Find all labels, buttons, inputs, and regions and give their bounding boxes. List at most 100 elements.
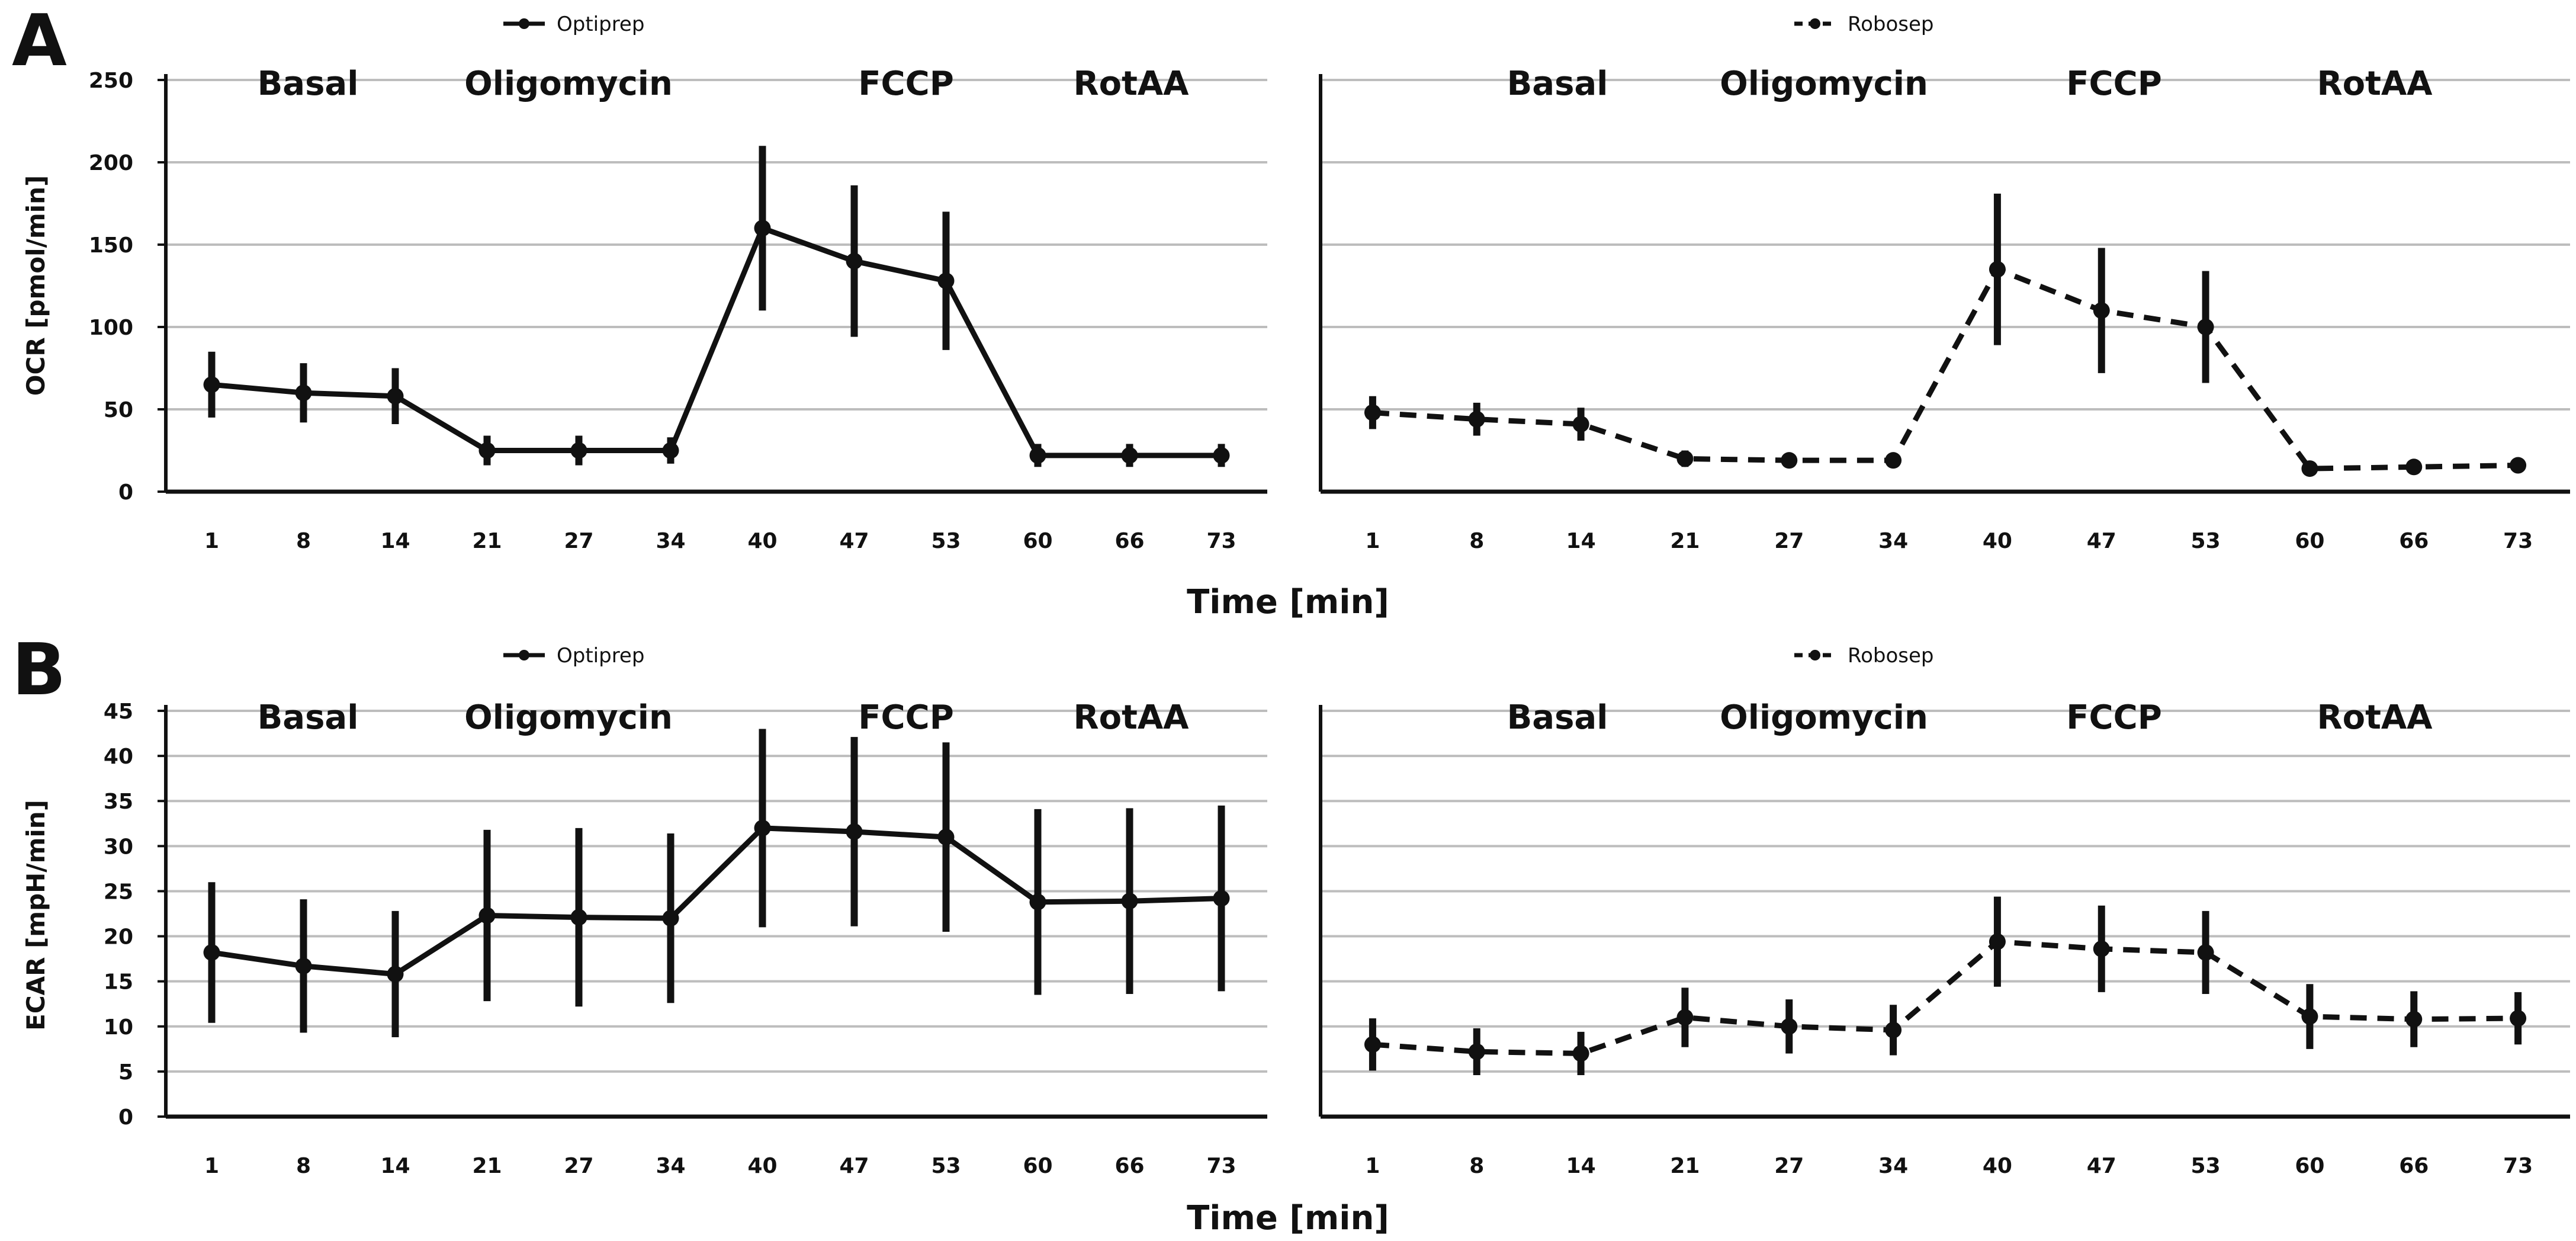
- x-tick-label: 21: [472, 1154, 502, 1178]
- chart-panel-1: 0 50 100 150 200 250 OCR [pmol/min] 1 8 14 21 27 34 4…: [21, 12, 1267, 553]
- data-point: [1989, 933, 2006, 950]
- x-tick-label: 8: [1469, 529, 1484, 553]
- x-tick-label: 73: [1206, 529, 1236, 553]
- x-tick-label: 8: [296, 1154, 311, 1178]
- data-point: [1364, 1036, 1381, 1053]
- x-tick-label: 40: [1983, 1154, 2012, 1178]
- data-point: [295, 384, 312, 402]
- y-tick-label: 45: [104, 700, 133, 724]
- x-tick-label: 34: [1878, 1154, 1908, 1178]
- x-tick-label: 14: [1566, 529, 1596, 553]
- x-tick-label: 53: [931, 1154, 961, 1178]
- x-tick-label: 21: [1670, 529, 1700, 553]
- legend-marker: [519, 18, 529, 29]
- y-tick-label: 20: [104, 925, 133, 950]
- data-point: [570, 909, 587, 926]
- panel-letter-b: B: [12, 629, 66, 711]
- phase-label: Oligomycin: [1720, 65, 1928, 103]
- series-line: [1372, 939, 2519, 1056]
- phase-label: Oligomycin: [464, 698, 673, 737]
- phase-label: FCCP: [858, 698, 954, 737]
- x-tick-label: 8: [296, 529, 311, 553]
- phase-label: FCCP: [858, 65, 954, 103]
- chart-panel-2: 1 8 14 21 27 34 40 47 53 60 66 73 Basal Oligomycin FCC…: [1319, 12, 2570, 553]
- x-tick-label: 1: [1365, 529, 1380, 553]
- x-tick-label: 14: [1566, 1154, 1596, 1178]
- x-tick-label: 47: [2087, 1154, 2116, 1178]
- panel-letter-a: A: [12, 0, 67, 82]
- data-point: [387, 966, 404, 983]
- phase-label: Basal: [258, 65, 359, 103]
- data-point: [662, 442, 679, 459]
- series-line: [211, 825, 1222, 977]
- x-tick-label: 66: [1114, 1154, 1144, 1178]
- x-tick-label: 1: [204, 529, 219, 553]
- data-point: [846, 823, 863, 840]
- x-tick-label: 1: [204, 1154, 219, 1178]
- data-point: [2405, 1011, 2423, 1028]
- x-tick-label: 40: [1983, 529, 2012, 553]
- data-point: [2301, 460, 2318, 477]
- x-tick-label: 60: [1023, 529, 1052, 553]
- x-tick-label: 66: [2399, 529, 2429, 553]
- y-axis-title: OCR [pmol/min]: [21, 175, 50, 396]
- legend-marker: [1810, 650, 1820, 660]
- x-axis-title-b: Time [min]: [1187, 1199, 1389, 1237]
- y-tick-label: 10: [104, 1015, 133, 1040]
- data-point: [1781, 1018, 1798, 1035]
- data-point: [1572, 1045, 1589, 1062]
- data-point: [203, 376, 220, 393]
- data-point: [2197, 944, 2214, 961]
- y-tick-label: 200: [89, 151, 133, 175]
- legend-marker: [519, 650, 529, 660]
- y-tick-label: 100: [89, 316, 133, 340]
- data-point: [1121, 893, 1138, 910]
- x-tick-label: 8: [1469, 1154, 1484, 1178]
- x-tick-label: 73: [2503, 1154, 2533, 1178]
- legend-label: Optiprep: [557, 644, 644, 668]
- y-tick-label: 25: [104, 880, 133, 904]
- data-point: [1029, 447, 1046, 464]
- phase-label: FCCP: [2066, 65, 2162, 103]
- data-point: [203, 944, 220, 961]
- x-tick-label: 27: [564, 529, 593, 553]
- data-point: [1468, 411, 1485, 428]
- data-point: [2093, 940, 2110, 957]
- x-tick-label: 14: [380, 529, 410, 553]
- phase-label: Oligomycin: [464, 65, 673, 103]
- phase-label: Oligomycin: [1720, 698, 1928, 737]
- data-point: [570, 442, 587, 459]
- data-point: [846, 252, 863, 270]
- x-tick-label: 66: [1114, 529, 1144, 553]
- data-point: [387, 387, 404, 405]
- x-tick-label: 27: [564, 1154, 593, 1178]
- x-tick-label: 14: [380, 1154, 410, 1178]
- x-tick-label: 34: [656, 529, 685, 553]
- y-tick-label: 150: [89, 233, 133, 258]
- x-tick-label: 53: [931, 529, 961, 553]
- x-tick-label: 47: [839, 1154, 869, 1178]
- data-point: [2510, 1010, 2527, 1027]
- legend-label: Optiprep: [557, 12, 644, 36]
- phase-label: Basal: [1507, 698, 1608, 737]
- y-axis-title: ECAR [mpH/min]: [21, 800, 50, 1031]
- x-tick-label: 21: [472, 529, 502, 553]
- data-point: [2301, 1008, 2318, 1025]
- y-tick-label: 40: [104, 745, 133, 769]
- data-point: [2197, 319, 2214, 335]
- data-point: [1029, 893, 1046, 910]
- x-tick-label: 34: [656, 1154, 685, 1178]
- data-point: [754, 220, 771, 237]
- chart-panel-3: 0 5 10 15 20 25 30 35 40 45 ECAR [mpH/min] 1 8 14 21 27…: [21, 644, 1267, 1178]
- x-tick-label: 40: [747, 529, 777, 553]
- data-point: [1121, 447, 1138, 464]
- phase-label: RotAA: [2317, 65, 2433, 103]
- phase-label: Basal: [1507, 65, 1608, 103]
- phase-label: Basal: [258, 698, 359, 737]
- phase-label: FCCP: [2066, 698, 2162, 737]
- data-point: [1989, 261, 2006, 278]
- x-tick-label: 40: [747, 1154, 777, 1178]
- data-point: [1676, 1009, 1694, 1026]
- data-point: [1676, 450, 1694, 467]
- data-point: [662, 910, 679, 927]
